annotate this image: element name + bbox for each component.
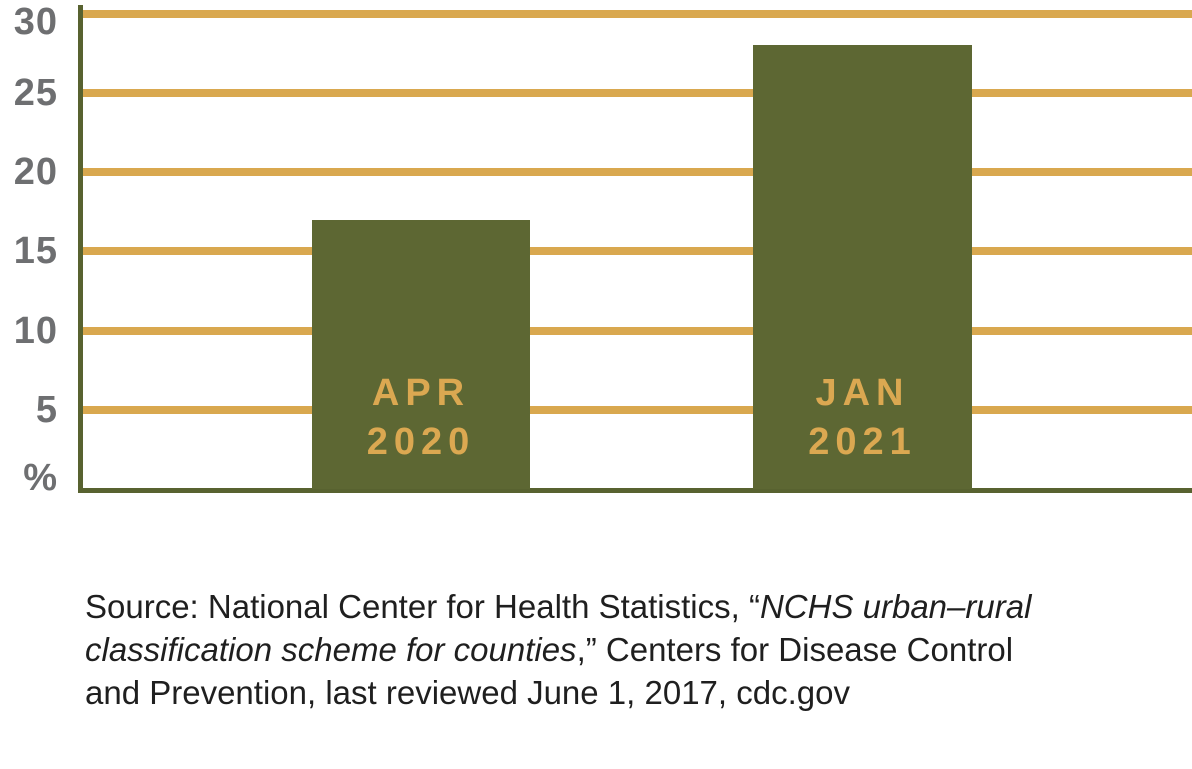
y-axis-line bbox=[78, 5, 83, 493]
gridline-5 bbox=[83, 406, 1192, 414]
bar-label-line-month: APR bbox=[371, 372, 471, 414]
source-text: Source: National Center for Health Stati… bbox=[85, 588, 760, 625]
bar-label-apr-2020: APR 2020 bbox=[312, 369, 530, 467]
gridline-30 bbox=[83, 10, 1192, 18]
gridline-25 bbox=[83, 89, 1192, 97]
source-text-italic: classification scheme for counties bbox=[85, 631, 577, 668]
x-axis-line bbox=[78, 488, 1192, 493]
bar-label-line-year: 2020 bbox=[366, 421, 476, 463]
bar-jan-2021: JAN 2021 bbox=[753, 45, 972, 489]
source-text: and Prevention, last reviewed June 1, 20… bbox=[85, 674, 850, 711]
gridline-10 bbox=[83, 327, 1192, 335]
gridline-15 bbox=[83, 247, 1192, 255]
bar-label-jan-2021: JAN 2021 bbox=[753, 369, 972, 467]
y-tick-label-30: 30 bbox=[13, 1, 58, 43]
bar-label-line-year: 2021 bbox=[808, 421, 917, 463]
y-tick-label-10: 10 bbox=[13, 310, 58, 352]
y-tick-label-20: 20 bbox=[13, 151, 58, 193]
source-note-line-1: Source: National Center for Health Stati… bbox=[85, 585, 1031, 628]
source-note: Source: National Center for Health Stati… bbox=[85, 585, 1031, 714]
source-text-italic: NCHS urban–rural bbox=[759, 588, 1032, 625]
y-tick-label-25: 25 bbox=[13, 72, 58, 114]
bar-apr-2020: APR 2020 bbox=[312, 220, 530, 489]
y-tick-label-15: 15 bbox=[13, 230, 58, 272]
y-tick-label-5: 5 bbox=[35, 389, 58, 431]
source-note-line-2: classification scheme for counties,” Cen… bbox=[85, 628, 1031, 671]
source-note-line-3: and Prevention, last reviewed June 1, 20… bbox=[85, 671, 1031, 714]
gridline-20 bbox=[83, 168, 1192, 176]
y-axis-unit-label: % bbox=[23, 457, 58, 499]
source-text: ,” Centers for Disease Control bbox=[576, 631, 1014, 668]
bar-label-line-month: JAN bbox=[815, 372, 910, 414]
